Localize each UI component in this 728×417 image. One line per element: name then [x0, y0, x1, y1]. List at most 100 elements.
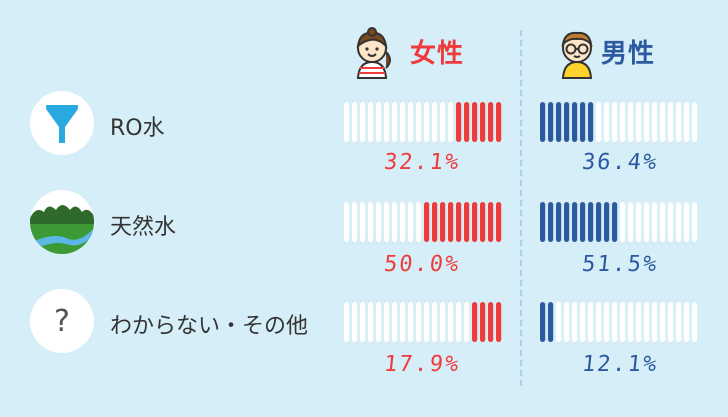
bar-segment-male-2-19	[692, 302, 698, 342]
bar-segment-male-1-19	[692, 202, 698, 242]
bar-segment-female-0-7	[400, 102, 406, 142]
bar-segment-female-2-17	[480, 302, 486, 342]
bar-segment-female-2-14	[456, 302, 462, 342]
bar-segment-male-2-2	[556, 302, 562, 342]
bar-segment-female-0-19	[496, 102, 502, 142]
bar-segment-female-0-1	[352, 102, 358, 142]
bar-segment-female-2-1	[352, 302, 358, 342]
bar-segment-female-2-3	[368, 302, 374, 342]
bar-segment-male-1-2	[556, 202, 562, 242]
bar-segment-female-2-6	[392, 302, 398, 342]
category-label-other: わからない・その他	[110, 314, 309, 339]
bar-segment-male-1-13	[644, 202, 650, 242]
svg-text:?: ?	[54, 304, 70, 339]
bar-segment-female-2-9	[416, 302, 422, 342]
value-label-female-other: 17.9%	[382, 352, 462, 377]
bar-segment-female-0-5	[384, 102, 390, 142]
bar-segment-female-2-18	[488, 302, 494, 342]
bar-segment-female-1-12	[440, 202, 446, 242]
bar-segment-female-2-19	[496, 302, 502, 342]
bar-segment-male-2-15	[660, 302, 666, 342]
bar-segment-female-1-11	[432, 202, 438, 242]
bar-segment-female-1-19	[496, 202, 502, 242]
bar-segment-male-2-1	[548, 302, 554, 342]
bar-segment-male-1-14	[652, 202, 658, 242]
bar-segment-male-0-19	[692, 102, 698, 142]
male-header-label: 男性	[601, 39, 656, 69]
bar-segment-female-2-8	[408, 302, 414, 342]
bar-segment-female-1-18	[488, 202, 494, 242]
bar-segment-male-0-13	[644, 102, 650, 142]
bar-segment-female-1-1	[352, 202, 358, 242]
bar-segment-female-1-5	[384, 202, 390, 242]
bar-segment-female-1-7	[400, 202, 406, 242]
bar-segment-male-1-1	[548, 202, 554, 242]
bar-segment-male-1-9	[612, 202, 618, 242]
bar-segment-female-1-6	[392, 202, 398, 242]
bar-segment-female-1-4	[376, 202, 382, 242]
bar-segment-male-2-13	[644, 302, 650, 342]
bar-segment-female-1-10	[424, 202, 430, 242]
bar-segment-male-2-10	[620, 302, 626, 342]
bar-segment-male-1-17	[676, 202, 682, 242]
bar-segment-female-1-8	[408, 202, 414, 242]
bar-segment-female-0-16	[472, 102, 478, 142]
bar-segment-female-0-15	[464, 102, 470, 142]
bar-segment-female-0-13	[448, 102, 454, 142]
bar-segment-female-0-17	[480, 102, 486, 142]
bar-segment-female-2-7	[400, 302, 406, 342]
value-label-male-natural: 51.5%	[580, 252, 660, 277]
bar-segment-female-1-16	[472, 202, 478, 242]
bar-segment-female-0-4	[376, 102, 382, 142]
female-avatar-icon	[356, 27, 391, 79]
bar-segment-female-0-12	[440, 102, 446, 142]
bar-segment-male-1-12	[636, 202, 642, 242]
bar-segment-female-2-2	[360, 302, 366, 342]
value-label-female-natural: 50.0%	[382, 252, 462, 277]
bar-segment-male-1-4	[572, 202, 578, 242]
bar-segment-female-1-0	[344, 202, 350, 242]
bar-segment-female-0-14	[456, 102, 462, 142]
bar-segment-male-2-3	[564, 302, 570, 342]
bar-segment-male-0-1	[548, 102, 554, 142]
value-label-female-ro: 32.1%	[382, 150, 462, 175]
bar-segment-male-0-15	[660, 102, 666, 142]
bar-segment-female-2-16	[472, 302, 478, 342]
bar-segment-male-2-5	[580, 302, 586, 342]
bar-segment-female-2-11	[432, 302, 438, 342]
bar-segment-male-2-7	[596, 302, 602, 342]
bar-segment-male-2-16	[668, 302, 674, 342]
bar-segment-female-2-4	[376, 302, 382, 342]
bar-segment-male-1-6	[588, 202, 594, 242]
bar-segment-female-0-6	[392, 102, 398, 142]
bar-segment-male-2-8	[604, 302, 610, 342]
bar-segment-male-2-6	[588, 302, 594, 342]
bar-segment-male-1-10	[620, 202, 626, 242]
bar-segment-female-0-0	[344, 102, 350, 142]
bar-segment-male-0-0	[540, 102, 546, 142]
bar-segment-male-1-15	[660, 202, 666, 242]
bar-segment-female-0-9	[416, 102, 422, 142]
bar-segment-male-1-3	[564, 202, 570, 242]
bar-segment-male-0-9	[612, 102, 618, 142]
bar-segment-male-0-8	[604, 102, 610, 142]
bar-segment-female-2-10	[424, 302, 430, 342]
bar-segment-female-2-13	[448, 302, 454, 342]
column-divider	[520, 30, 522, 386]
bar-segment-male-1-8	[604, 202, 610, 242]
question-icon: ?	[30, 289, 94, 353]
bar-segment-male-2-4	[572, 302, 578, 342]
bar-segment-male-0-18	[684, 102, 690, 142]
bar-segment-female-0-2	[360, 102, 366, 142]
bar-segment-male-0-6	[588, 102, 594, 142]
bar-segment-male-2-18	[684, 302, 690, 342]
bar-segment-female-1-14	[456, 202, 462, 242]
bar-segment-male-1-16	[668, 202, 674, 242]
bar-segment-male-2-17	[676, 302, 682, 342]
bar-segment-female-1-17	[480, 202, 486, 242]
bar-segment-male-0-7	[596, 102, 602, 142]
bar-segment-female-0-18	[488, 102, 494, 142]
bar-segment-male-1-11	[628, 202, 634, 242]
bar-segment-male-0-3	[564, 102, 570, 142]
